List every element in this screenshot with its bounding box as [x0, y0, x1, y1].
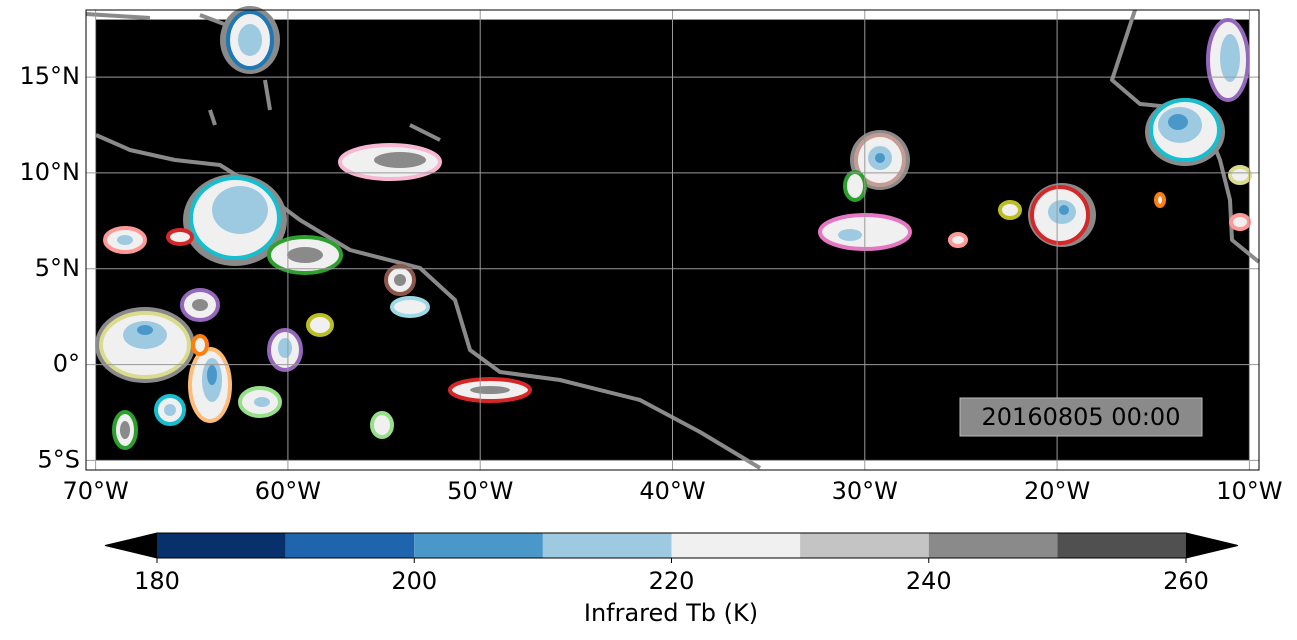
y-tick-label: 5°S — [37, 445, 80, 473]
colorbar-tick-label: 220 — [649, 567, 695, 595]
cloud-cluster — [384, 264, 416, 296]
colorbar-segment — [671, 533, 801, 558]
cloud-cluster — [1228, 165, 1252, 185]
cloud-cluster — [112, 410, 138, 450]
cloud-cluster — [188, 347, 232, 423]
timestamp-box — [959, 397, 1203, 437]
timestamp: 20160805 00:00 — [982, 403, 1181, 431]
cloud-cluster — [843, 170, 867, 202]
x-tick-label: 50°W — [447, 477, 513, 505]
cloud-cluster — [370, 411, 394, 439]
cloud-cluster — [948, 232, 968, 248]
x-tick-label: 60°W — [255, 477, 321, 505]
cloud-cluster — [220, 6, 280, 74]
y-tick-label: 5°N — [35, 254, 80, 282]
colorbar-segment — [800, 533, 929, 558]
colorbar-extension-high — [1186, 533, 1238, 558]
colorbar: 180 200 220 240 260 — [104, 532, 1239, 595]
cloud-cluster — [306, 313, 334, 337]
colorbar-tick-label: 260 — [1163, 567, 1209, 595]
colorbar-segment — [1057, 533, 1186, 558]
cloud-cluster — [180, 288, 220, 322]
colorbar-tick-label: 200 — [391, 567, 437, 595]
cloud-cluster — [1229, 213, 1251, 231]
x-tick-label: 10°W — [1216, 477, 1282, 505]
cloud-cluster — [103, 226, 147, 254]
cloud-cluster — [183, 174, 287, 266]
cloud-cluster — [1028, 183, 1096, 247]
cloud-cluster — [1154, 192, 1166, 208]
cloud-cluster — [95, 307, 195, 383]
map-area: 20160805 00:00 70°W 60°W 50°W 40°W 30°W 20°W 1… — [20, 6, 1283, 505]
coastline — [85, 12, 441, 142]
colorbar-extension-low — [105, 533, 157, 558]
map-frame — [85, 9, 1260, 471]
colorbar-tick-label: 180 — [134, 567, 180, 595]
cloud-cluster — [267, 235, 343, 275]
coastline — [95, 133, 762, 470]
y-tick-label: 10°N — [20, 158, 81, 186]
x-tick-label: 30°W — [832, 477, 898, 505]
graticule — [86, 10, 1259, 470]
colorbar-segment — [414, 533, 543, 558]
x-tick-label: 20°W — [1024, 477, 1090, 505]
cloud-cluster — [191, 334, 209, 356]
x-tick-label: 70°W — [62, 477, 128, 505]
cloud-clusters — [85, 6, 1261, 470]
cloud-cluster — [390, 296, 430, 318]
colorbar-label: Infrared Tb (K) — [584, 599, 758, 627]
y-tick-label: 0° — [53, 350, 80, 378]
cloud-cluster — [998, 200, 1022, 220]
cloud-cluster — [338, 143, 442, 181]
cloud-cluster — [154, 394, 186, 426]
cloud-cluster — [166, 228, 194, 246]
colorbar-segment — [928, 533, 1058, 558]
y-tick-label: 15°N — [20, 62, 81, 90]
cloud-cluster — [448, 377, 532, 403]
cloud-cluster — [238, 386, 282, 418]
cloud-cluster — [1206, 18, 1250, 102]
colorbar-segment — [285, 533, 415, 558]
cloud-cluster — [267, 328, 303, 372]
colorbar-segment — [542, 533, 672, 558]
colorbar-tick-label: 240 — [906, 567, 952, 595]
x-tick-label: 40°W — [639, 477, 705, 505]
colorbar-segment — [157, 533, 286, 558]
cloud-cluster — [1145, 98, 1225, 166]
